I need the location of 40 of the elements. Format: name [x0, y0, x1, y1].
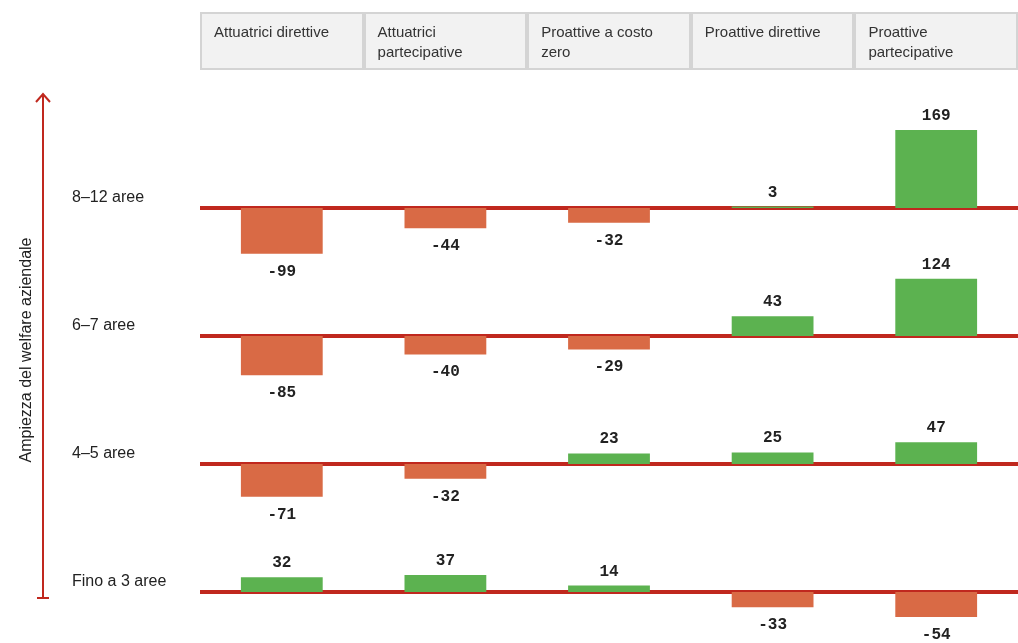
data-label: -29 [594, 358, 624, 377]
data-label: 23 [599, 430, 619, 449]
bar [568, 453, 650, 464]
data-label: 43 [763, 293, 783, 312]
data-label: 124 [921, 255, 951, 274]
data-label: -40 [430, 363, 460, 382]
data-label: -44 [430, 237, 461, 256]
data-label: 14 [599, 562, 619, 581]
text: 4–5 aree [72, 444, 136, 462]
data-label: -32 [594, 231, 624, 250]
bar [404, 574, 487, 592]
data-label: -99 [267, 262, 297, 281]
data-label: 169 [921, 107, 951, 126]
data-label: 37 [435, 551, 455, 570]
x-tick-label: Attuatrici partecipative [363, 12, 528, 70]
text: Fino a 3 aree [72, 572, 167, 590]
data-label: -33 [758, 616, 788, 635]
x-tick-label: Proattive a costo zero [527, 12, 691, 70]
bar [240, 577, 323, 592]
data-label: -71 [267, 505, 297, 524]
bar [240, 464, 323, 497]
data-label: -32 [430, 487, 460, 506]
text: 8–12 aree [72, 188, 145, 206]
bar [731, 452, 814, 464]
y-axis-title: Ampiezza del welfare aziendale [17, 237, 35, 463]
bar [404, 464, 487, 479]
data-label: -54 [921, 625, 951, 643]
bar [568, 585, 650, 592]
text: 6–7 aree [72, 316, 136, 334]
x-tick-label: Attuatrici direttive [200, 12, 364, 70]
data-label: 47 [926, 419, 946, 438]
bar [731, 592, 814, 608]
x-tick-label: Proattive direttive [690, 12, 855, 70]
bar [895, 592, 978, 617]
data-label: -85 [267, 384, 297, 403]
data-label: 25 [763, 429, 783, 448]
data-label: 3 [767, 183, 778, 202]
data-label: 32 [272, 554, 292, 573]
x-tick-label: Proattive partecipative [854, 12, 1018, 70]
bar [895, 442, 978, 464]
